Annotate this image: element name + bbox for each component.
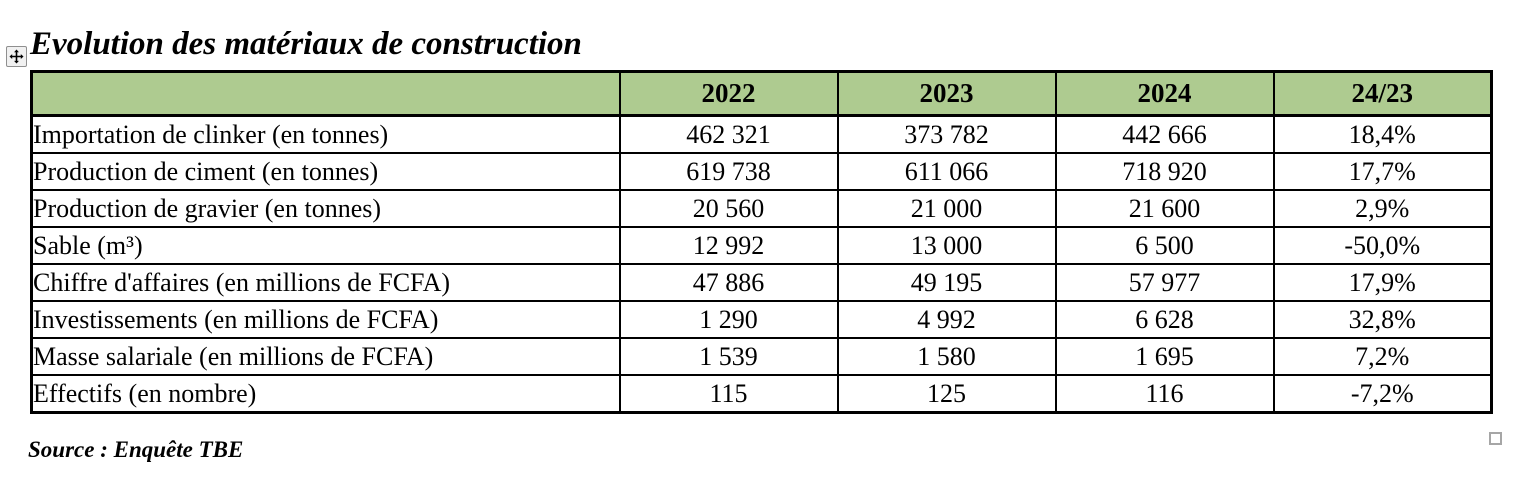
table-row: Production de ciment (en tonnes) 619 738…: [30, 152, 1493, 191]
cell-value: 115: [618, 374, 839, 414]
cell-value: 116: [1054, 374, 1275, 414]
row-label: Sable (m³): [30, 226, 621, 265]
cell-value: 17,7%: [1272, 152, 1493, 191]
header-cell-2023: 2023: [836, 70, 1057, 117]
cell-value: 18,4%: [1272, 114, 1493, 154]
row-label: Chiffre d'affaires (en millions de FCFA): [30, 263, 621, 302]
cell-value: 17,9%: [1272, 263, 1493, 302]
cell-value: -7,2%: [1272, 374, 1493, 414]
table-row: Importation de clinker (en tonnes) 462 3…: [30, 114, 1493, 154]
cell-value: 57 977: [1054, 263, 1275, 302]
cell-value: 47 886: [618, 263, 839, 302]
materials-table: 2022 2023 2024 24/23 Importation de clin…: [30, 70, 1493, 414]
cell-value: 21 000: [836, 189, 1057, 228]
row-label: Masse salariale (en millions de FCFA): [30, 337, 621, 376]
cell-value: 6 628: [1054, 300, 1275, 339]
header-cell-empty: [30, 70, 621, 117]
row-label: Investissements (en millions de FCFA): [30, 300, 621, 339]
cell-value: 49 195: [836, 263, 1057, 302]
row-label: Production de ciment (en tonnes): [30, 152, 621, 191]
cell-value: 20 560: [618, 189, 839, 228]
row-label: Effectifs (en nombre): [30, 374, 621, 414]
cell-value: 373 782: [836, 114, 1057, 154]
cell-value: 13 000: [836, 226, 1057, 265]
page-title: Evolution des matériaux de construction: [30, 26, 582, 62]
source-note: Source : Enquête TBE: [28, 437, 244, 462]
cell-value: 7,2%: [1272, 337, 1493, 376]
row-label: Importation de clinker (en tonnes): [30, 114, 621, 154]
move-icon: [9, 49, 24, 64]
table-row: Investissements (en millions de FCFA) 1 …: [30, 300, 1493, 339]
cell-value: -50,0%: [1272, 226, 1493, 265]
cell-value: 32,8%: [1272, 300, 1493, 339]
cell-value: 1 290: [618, 300, 839, 339]
cell-value: 1 695: [1054, 337, 1275, 376]
table-header-row: 2022 2023 2024 24/23: [30, 70, 1493, 117]
table-row: Sable (m³) 12 992 13 000 6 500 -50,0%: [30, 226, 1493, 265]
table-move-handle[interactable]: [6, 46, 27, 67]
table-row: Masse salariale (en millions de FCFA) 1 …: [30, 337, 1493, 376]
cell-value: 462 321: [618, 114, 839, 154]
header-cell-2024: 2024: [1054, 70, 1275, 117]
cell-value: 442 666: [1054, 114, 1275, 154]
table-row: Chiffre d'affaires (en millions de FCFA)…: [30, 263, 1493, 302]
table-row: Effectifs (en nombre) 115 125 116 -7,2%: [30, 374, 1493, 414]
cell-value: 6 500: [1054, 226, 1275, 265]
table-resize-handle[interactable]: [1489, 432, 1502, 445]
cell-value: 1 580: [836, 337, 1057, 376]
cell-value: 619 738: [618, 152, 839, 191]
table-row: Production de gravier (en tonnes) 20 560…: [30, 189, 1493, 228]
row-label: Production de gravier (en tonnes): [30, 189, 621, 228]
cell-value: 1 539: [618, 337, 839, 376]
cell-value: 2,9%: [1272, 189, 1493, 228]
header-cell-2022: 2022: [618, 70, 839, 117]
header-cell-ratio: 24/23: [1272, 70, 1493, 117]
cell-value: 12 992: [618, 226, 839, 265]
cell-value: 4 992: [836, 300, 1057, 339]
cell-value: 21 600: [1054, 189, 1275, 228]
cell-value: 718 920: [1054, 152, 1275, 191]
cell-value: 611 066: [836, 152, 1057, 191]
cell-value: 125: [836, 374, 1057, 414]
